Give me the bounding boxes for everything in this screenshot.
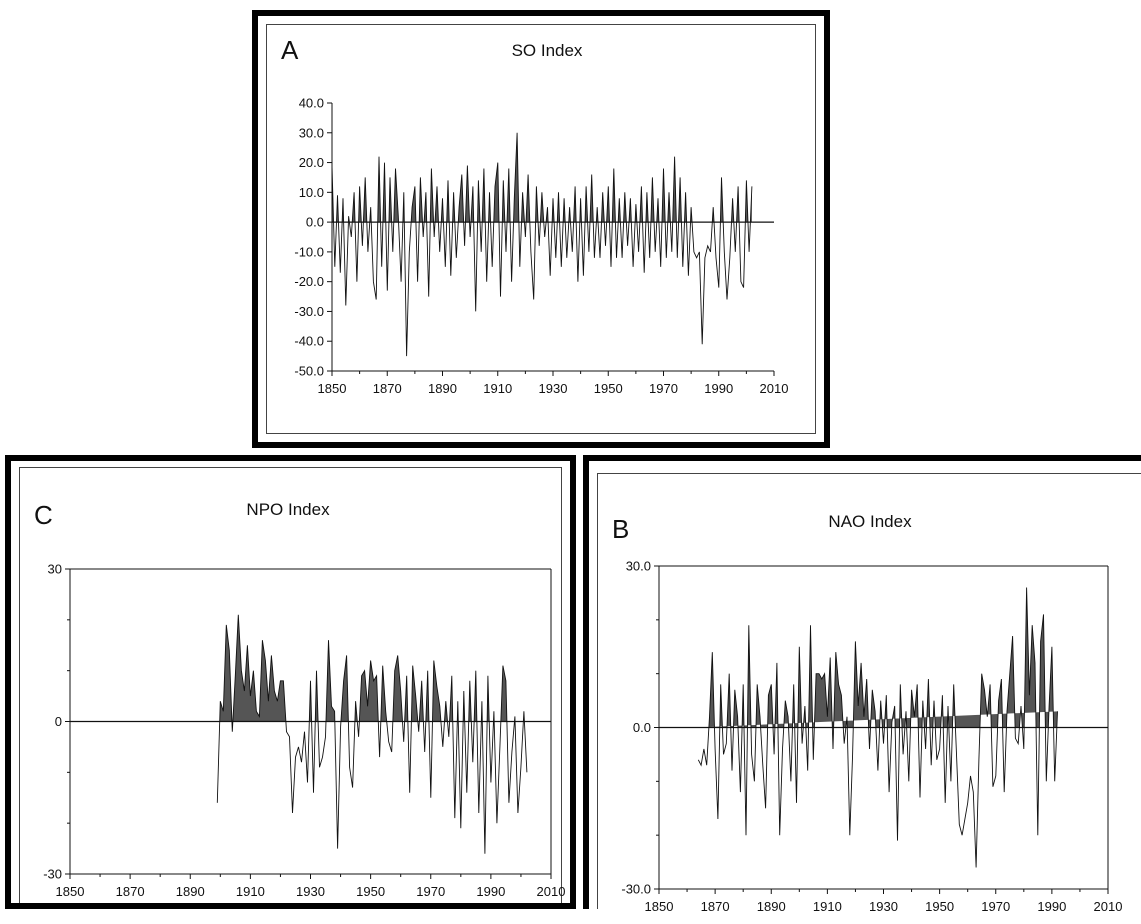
so-index-plot-area: A SO Index 1850 1870 1890 1910 1930 1950 1970 1… — [266, 24, 816, 434]
nao-series-line — [697, 587, 1058, 868]
so-x-tick-label: 1890 — [428, 381, 457, 396]
so-y-tick-label: -50.0 — [294, 364, 324, 379]
nao-x-tick-label: 2010 — [1094, 899, 1123, 914]
so-x-tick-label: 1870 — [373, 381, 402, 396]
nao-x-tick-label: 1850 — [645, 899, 674, 914]
nao-index-panel: B NAO Index 1850 1870 1890 1910 1930 1950 1970… — [583, 455, 1141, 914]
npo-y-tick-label: 0 — [55, 714, 62, 729]
nao-y-tick-label: 30.0 — [626, 559, 651, 574]
panel-letter-b: B — [612, 514, 630, 544]
nao-x-tick-label: 1910 — [813, 899, 842, 914]
nao-x-tick-label: 1870 — [701, 899, 730, 914]
so-y-tick-label: 30.0 — [299, 125, 324, 140]
nao-x-tick-label: 1990 — [1037, 899, 1066, 914]
nao-x-tick-label: 1890 — [757, 899, 786, 914]
npo-series-line — [216, 614, 528, 854]
so-y-tick-label: 20.0 — [299, 155, 324, 170]
npo-index-title: NPO Index — [246, 500, 330, 519]
so-x-tick-label: 1850 — [318, 381, 347, 396]
so-y-tick-label: -30.0 — [294, 304, 324, 319]
nao-y-tick-label: 0.0 — [633, 720, 651, 735]
so-y-tick-label: -20.0 — [294, 274, 324, 289]
so-x-tick-label: 2010 — [760, 381, 789, 396]
nao-positive-fill — [698, 587, 1058, 728]
npo-x-tick-label: 1990 — [476, 884, 505, 899]
npo-x-tick-label: 1950 — [356, 884, 385, 899]
so-x-tick-label: 1950 — [594, 381, 623, 396]
npo-x-tick-label: 1850 — [56, 884, 85, 899]
so-x-tick-label: 1990 — [704, 381, 733, 396]
so-y-tick-label: 10.0 — [299, 185, 324, 200]
nao-index-plot-area: B NAO Index 1850 1870 1890 1910 1930 1950 1970… — [597, 473, 1141, 914]
so-x-tick-label: 1930 — [539, 381, 568, 396]
npo-x-tick-label: 2010 — [537, 884, 566, 899]
nao-index-chart: 1850 1870 1890 1910 1930 1950 1970 1990 2010 30.0… — [621, 559, 1123, 915]
so-x-tick-label: 1970 — [649, 381, 678, 396]
npo-x-tick-label: 1930 — [296, 884, 325, 899]
npo-y-tick-label: -30 — [43, 867, 62, 882]
nao-index-title: NAO Index — [828, 512, 912, 531]
nao-x-tick-label: 1950 — [925, 899, 954, 914]
panel-letter-a: A — [281, 35, 299, 65]
npo-x-tick-label: 1910 — [236, 884, 265, 899]
so-y-tick-label: 0.0 — [306, 215, 324, 230]
so-index-title: SO Index — [511, 41, 583, 60]
so-x-tick-label: 1910 — [483, 381, 512, 396]
npo-x-tick-label: 1870 — [116, 884, 145, 899]
nao-x-tick-label: 1930 — [869, 899, 898, 914]
so-index-chart: 1850 1870 1890 1910 1930 1950 1970 1990 2010 40.0… — [294, 96, 789, 397]
npo-index-chart: 1850 1870 1890 1910 1930 1950 1970 1990 2010 30 0 -… — [43, 562, 566, 900]
so-series-line — [331, 132, 753, 357]
npo-y-tick-label: 30 — [48, 562, 62, 577]
so-index-panel: A SO Index 1850 1870 1890 1910 1930 1950 1970 1… — [252, 10, 830, 448]
npo-index-plot-area: C NPO Index 1850 1870 1890 1910 1930 1950 1970… — [19, 467, 565, 903]
nao-x-tick-label: 1970 — [981, 899, 1010, 914]
npo-index-panel: C NPO Index 1850 1870 1890 1910 1930 1950 1970… — [5, 455, 576, 909]
so-y-tick-label: 40.0 — [299, 96, 324, 111]
panel-letter-c: C — [34, 500, 53, 530]
so-y-tick-label: -40.0 — [294, 334, 324, 349]
npo-positive-fill — [217, 614, 527, 722]
npo-x-tick-label: 1970 — [416, 884, 445, 899]
so-y-tick-label: -10.0 — [294, 244, 324, 259]
npo-x-tick-label: 1890 — [176, 884, 205, 899]
nao-y-tick-label: -30.0 — [621, 882, 651, 897]
